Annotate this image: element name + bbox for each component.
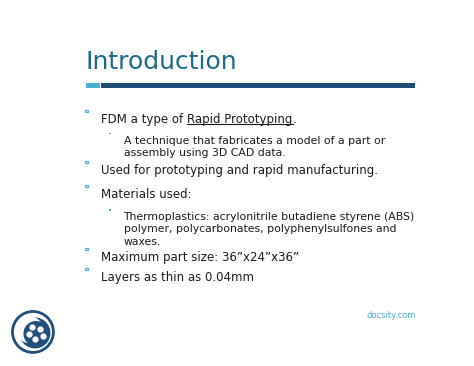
Bar [85,268,88,270]
Bar [85,248,88,250]
Bar [109,132,111,134]
Text: A technique that fabricates a model of a part or
assembly using 3D CAD data.: A technique that fabricates a model of a… [124,135,385,158]
Text: Maximum part size: 36”x24”x36”: Maximum part size: 36”x24”x36” [101,251,300,264]
Text: Introduction: Introduction [86,49,237,74]
Text: .: . [293,113,297,126]
Text: FDM a type of: FDM a type of [101,113,187,126]
Bar [85,110,88,112]
Bar [85,161,88,163]
Text: docsity.com: docsity.com [366,310,416,320]
Bar [86,82,100,87]
Bar [85,184,88,187]
Text: Materials used:: Materials used: [101,188,192,201]
Text: Layers as thin as 0.04mm: Layers as thin as 0.04mm [101,271,255,284]
Text: Thermoplastics: acrylonitrile butadiene styrene (ABS)
polymer, polycarbonates, p: Thermoplastics: acrylonitrile butadiene … [124,212,415,247]
Bar [109,209,111,210]
Circle shape [20,318,50,348]
Text: Used for prototyping and rapid manufacturing.: Used for prototyping and rapid manufactu… [101,164,379,177]
Text: Rapid Prototyping: Rapid Prototyping [187,113,293,126]
Circle shape [24,322,48,346]
Bar [101,82,415,87]
Circle shape [17,317,43,343]
